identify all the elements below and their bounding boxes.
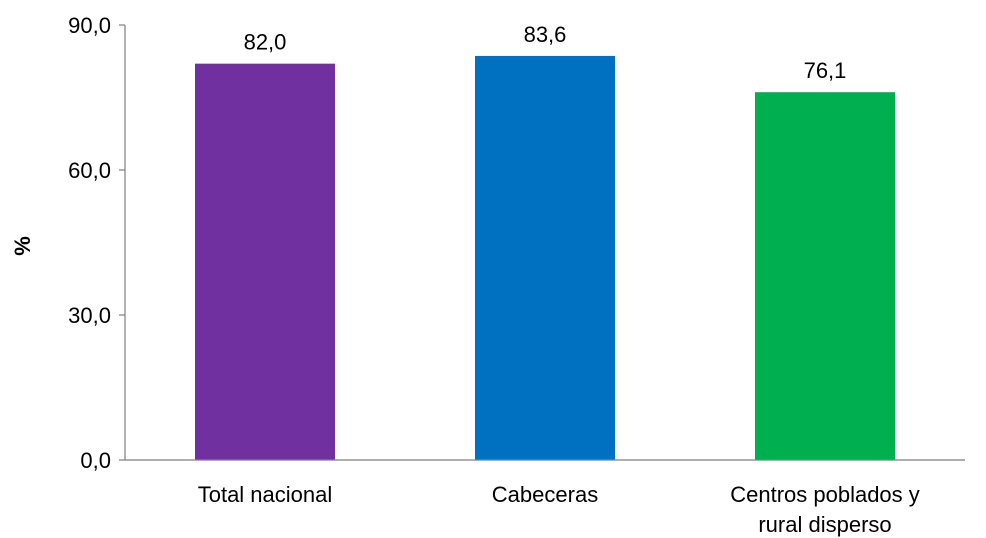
x-category-label: Centros poblados y [730,482,920,507]
x-category-label: Total nacional [198,482,333,507]
x-category-label: rural disperso [758,512,891,537]
y-axis-title-group: % [10,236,35,256]
bar-value-label: 82,0 [244,30,287,55]
y-axis-title: % [10,236,35,256]
bar-value-label: 76,1 [804,58,847,83]
x-category-label: Cabeceras [492,482,598,507]
y-tick-label: 0,0 [80,448,111,473]
bar [475,55,615,460]
bar [195,63,335,461]
y-tick-label: 30,0 [68,303,111,328]
data-labels: 82,0 83,6 76,1 [244,22,847,83]
y-tick-label: 60,0 [68,158,111,183]
bar-value-label: 83,6 [524,22,567,47]
y-tick-label: 90,0 [68,13,111,38]
x-axis-labels: Total nacional Cabeceras Centros poblados … [198,482,920,537]
bar [755,92,895,460]
y-axis-ticks: 0,0 30,0 60,0 90,0 [68,13,125,473]
bars [195,55,895,461]
